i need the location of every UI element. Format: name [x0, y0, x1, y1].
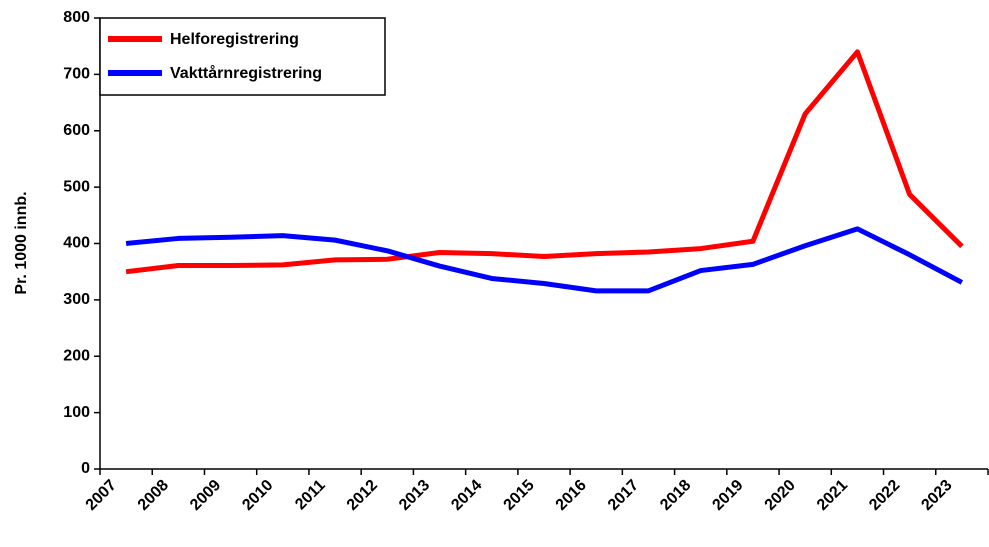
x-tick-label: 2008 — [135, 477, 172, 514]
y-tick-label: 800 — [63, 9, 90, 26]
x-tick-label: 2010 — [239, 477, 276, 514]
y-tick-label: 200 — [63, 347, 90, 364]
x-tick-label: 2019 — [709, 477, 746, 514]
x-tick-label: 2007 — [83, 477, 120, 514]
x-tick-label: 2018 — [657, 477, 694, 514]
x-tick-label: 2012 — [344, 477, 381, 514]
y-tick-label: 100 — [63, 404, 90, 421]
x-tick-label: 2020 — [762, 477, 799, 514]
x-tick-label: 2016 — [553, 477, 590, 514]
y-axis-label: Pr. 1000 innb. — [13, 191, 30, 294]
y-tick-label: 600 — [63, 122, 90, 139]
y-tick-label: 300 — [63, 291, 90, 308]
x-tick-label: 2014 — [448, 477, 485, 514]
line-series — [125, 226, 964, 294]
y-tick-label: 500 — [63, 178, 90, 195]
legend-label: Vakttårnregistrering — [170, 64, 322, 82]
x-tick-label: 2013 — [396, 477, 433, 514]
line-series — [125, 49, 964, 275]
y-tick-label: 0 — [81, 460, 90, 477]
legend-label: Helforegistrering — [170, 31, 299, 48]
x-tick-label: 2009 — [187, 477, 224, 514]
legend-box — [99, 17, 386, 96]
y-tick-label: 400 — [63, 235, 90, 252]
x-tick-label: 2022 — [866, 477, 903, 514]
x-tick-label: 2021 — [814, 477, 851, 514]
x-tick-label: 2023 — [918, 477, 955, 514]
x-tick-label: 2017 — [605, 477, 642, 514]
x-tick-label: 2011 — [292, 477, 329, 514]
y-tick-label: 700 — [63, 66, 90, 83]
x-tick-label: 2015 — [501, 477, 538, 514]
